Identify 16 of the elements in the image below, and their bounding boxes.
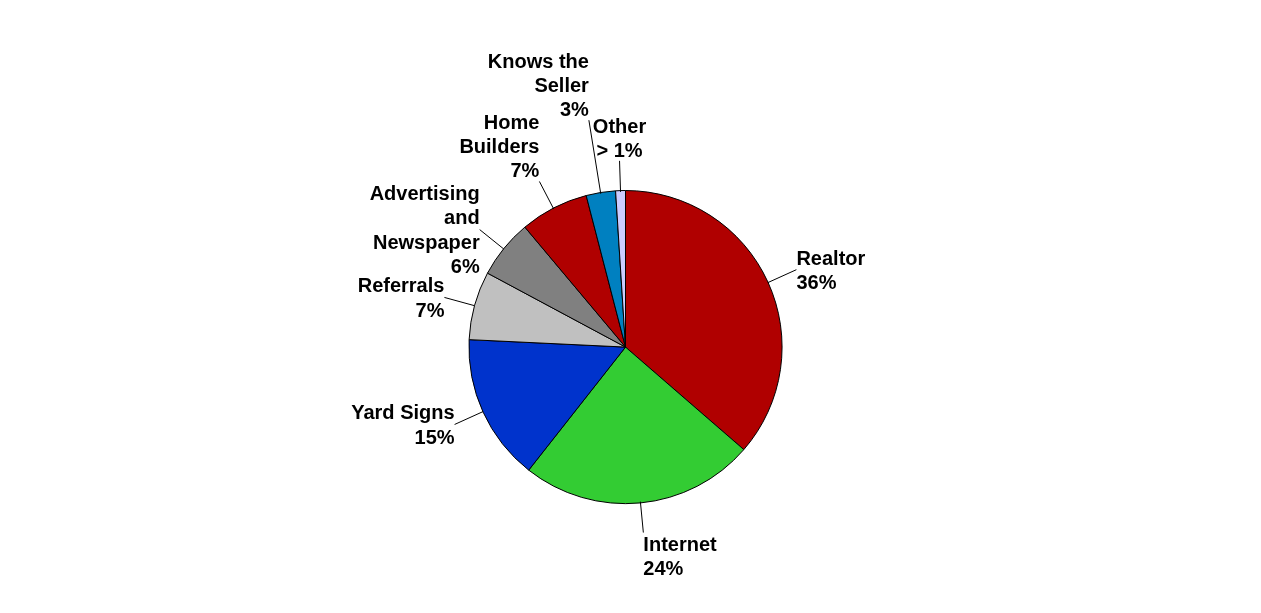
slice-label: Referrals — [357, 274, 445, 297]
data-label: 36% — [796, 270, 837, 293]
data-label: 6% — [450, 254, 480, 277]
slice-label: Advertising and Newspaper — [369, 182, 480, 253]
data-label: 7% — [415, 298, 445, 321]
data-label: 7% — [510, 159, 540, 182]
slice-label: Yard Signs — [351, 401, 455, 424]
slice-label: Other — [592, 114, 647, 137]
slice-label: Knows the Seller — [487, 49, 590, 96]
data-label: > 1% — [596, 138, 643, 161]
data-label: 24% — [643, 556, 684, 579]
data-label: 3% — [559, 98, 590, 121]
slice-label: Internet — [643, 532, 718, 555]
slice-label: Home Builders — [459, 111, 540, 158]
data-label: 15% — [414, 425, 455, 448]
slice-label: Realtor — [796, 246, 866, 269]
